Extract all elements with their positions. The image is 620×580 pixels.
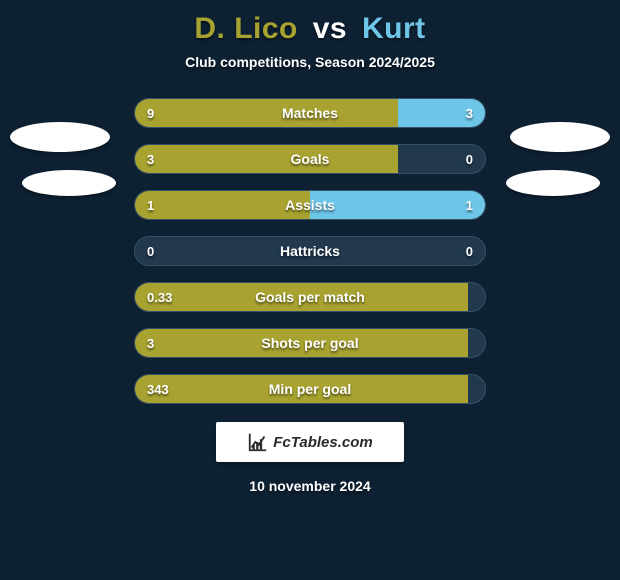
player1-bar	[135, 99, 398, 127]
comparison-bars: 93Matches30Goals11Assists00Hattricks0.33…	[0, 98, 620, 404]
player2-bar	[398, 99, 486, 127]
watermark-text: FcTables.com	[273, 434, 372, 451]
stat-label: Hattricks	[135, 237, 485, 265]
stat-row-shots-per-goal: 3Shots per goal	[134, 328, 486, 358]
chart-icon	[247, 431, 269, 453]
stat-row-matches: 93Matches	[134, 98, 486, 128]
stat-row-goals-per-match: 0.33Goals per match	[134, 282, 486, 312]
stat-row-hattricks: 0 0Hattricks	[134, 236, 486, 266]
page-title: D. Lico vs Kurt	[0, 0, 620, 46]
player1-value: 0	[135, 237, 166, 265]
player1-bar	[135, 145, 398, 173]
player2-bar	[310, 191, 485, 219]
player1-bar	[135, 329, 468, 357]
watermark-box: FcTables.com	[216, 422, 404, 462]
date-label: 10 november 2024	[0, 478, 620, 494]
player1-name: D. Lico	[194, 12, 298, 45]
player2-value: 0	[454, 237, 485, 265]
player1-bar	[135, 191, 310, 219]
subtitle: Club competitions, Season 2024/2025	[0, 54, 620, 70]
player2-name: Kurt	[362, 12, 426, 45]
player2-value: 0	[454, 145, 485, 173]
stat-row-assists: 11Assists	[134, 190, 486, 220]
vs-label: vs	[313, 12, 347, 45]
player1-bar	[135, 375, 468, 403]
stat-row-min-per-goal: 343Min per goal	[134, 374, 486, 404]
stat-row-goals: 30Goals	[134, 144, 486, 174]
player1-bar	[135, 283, 468, 311]
